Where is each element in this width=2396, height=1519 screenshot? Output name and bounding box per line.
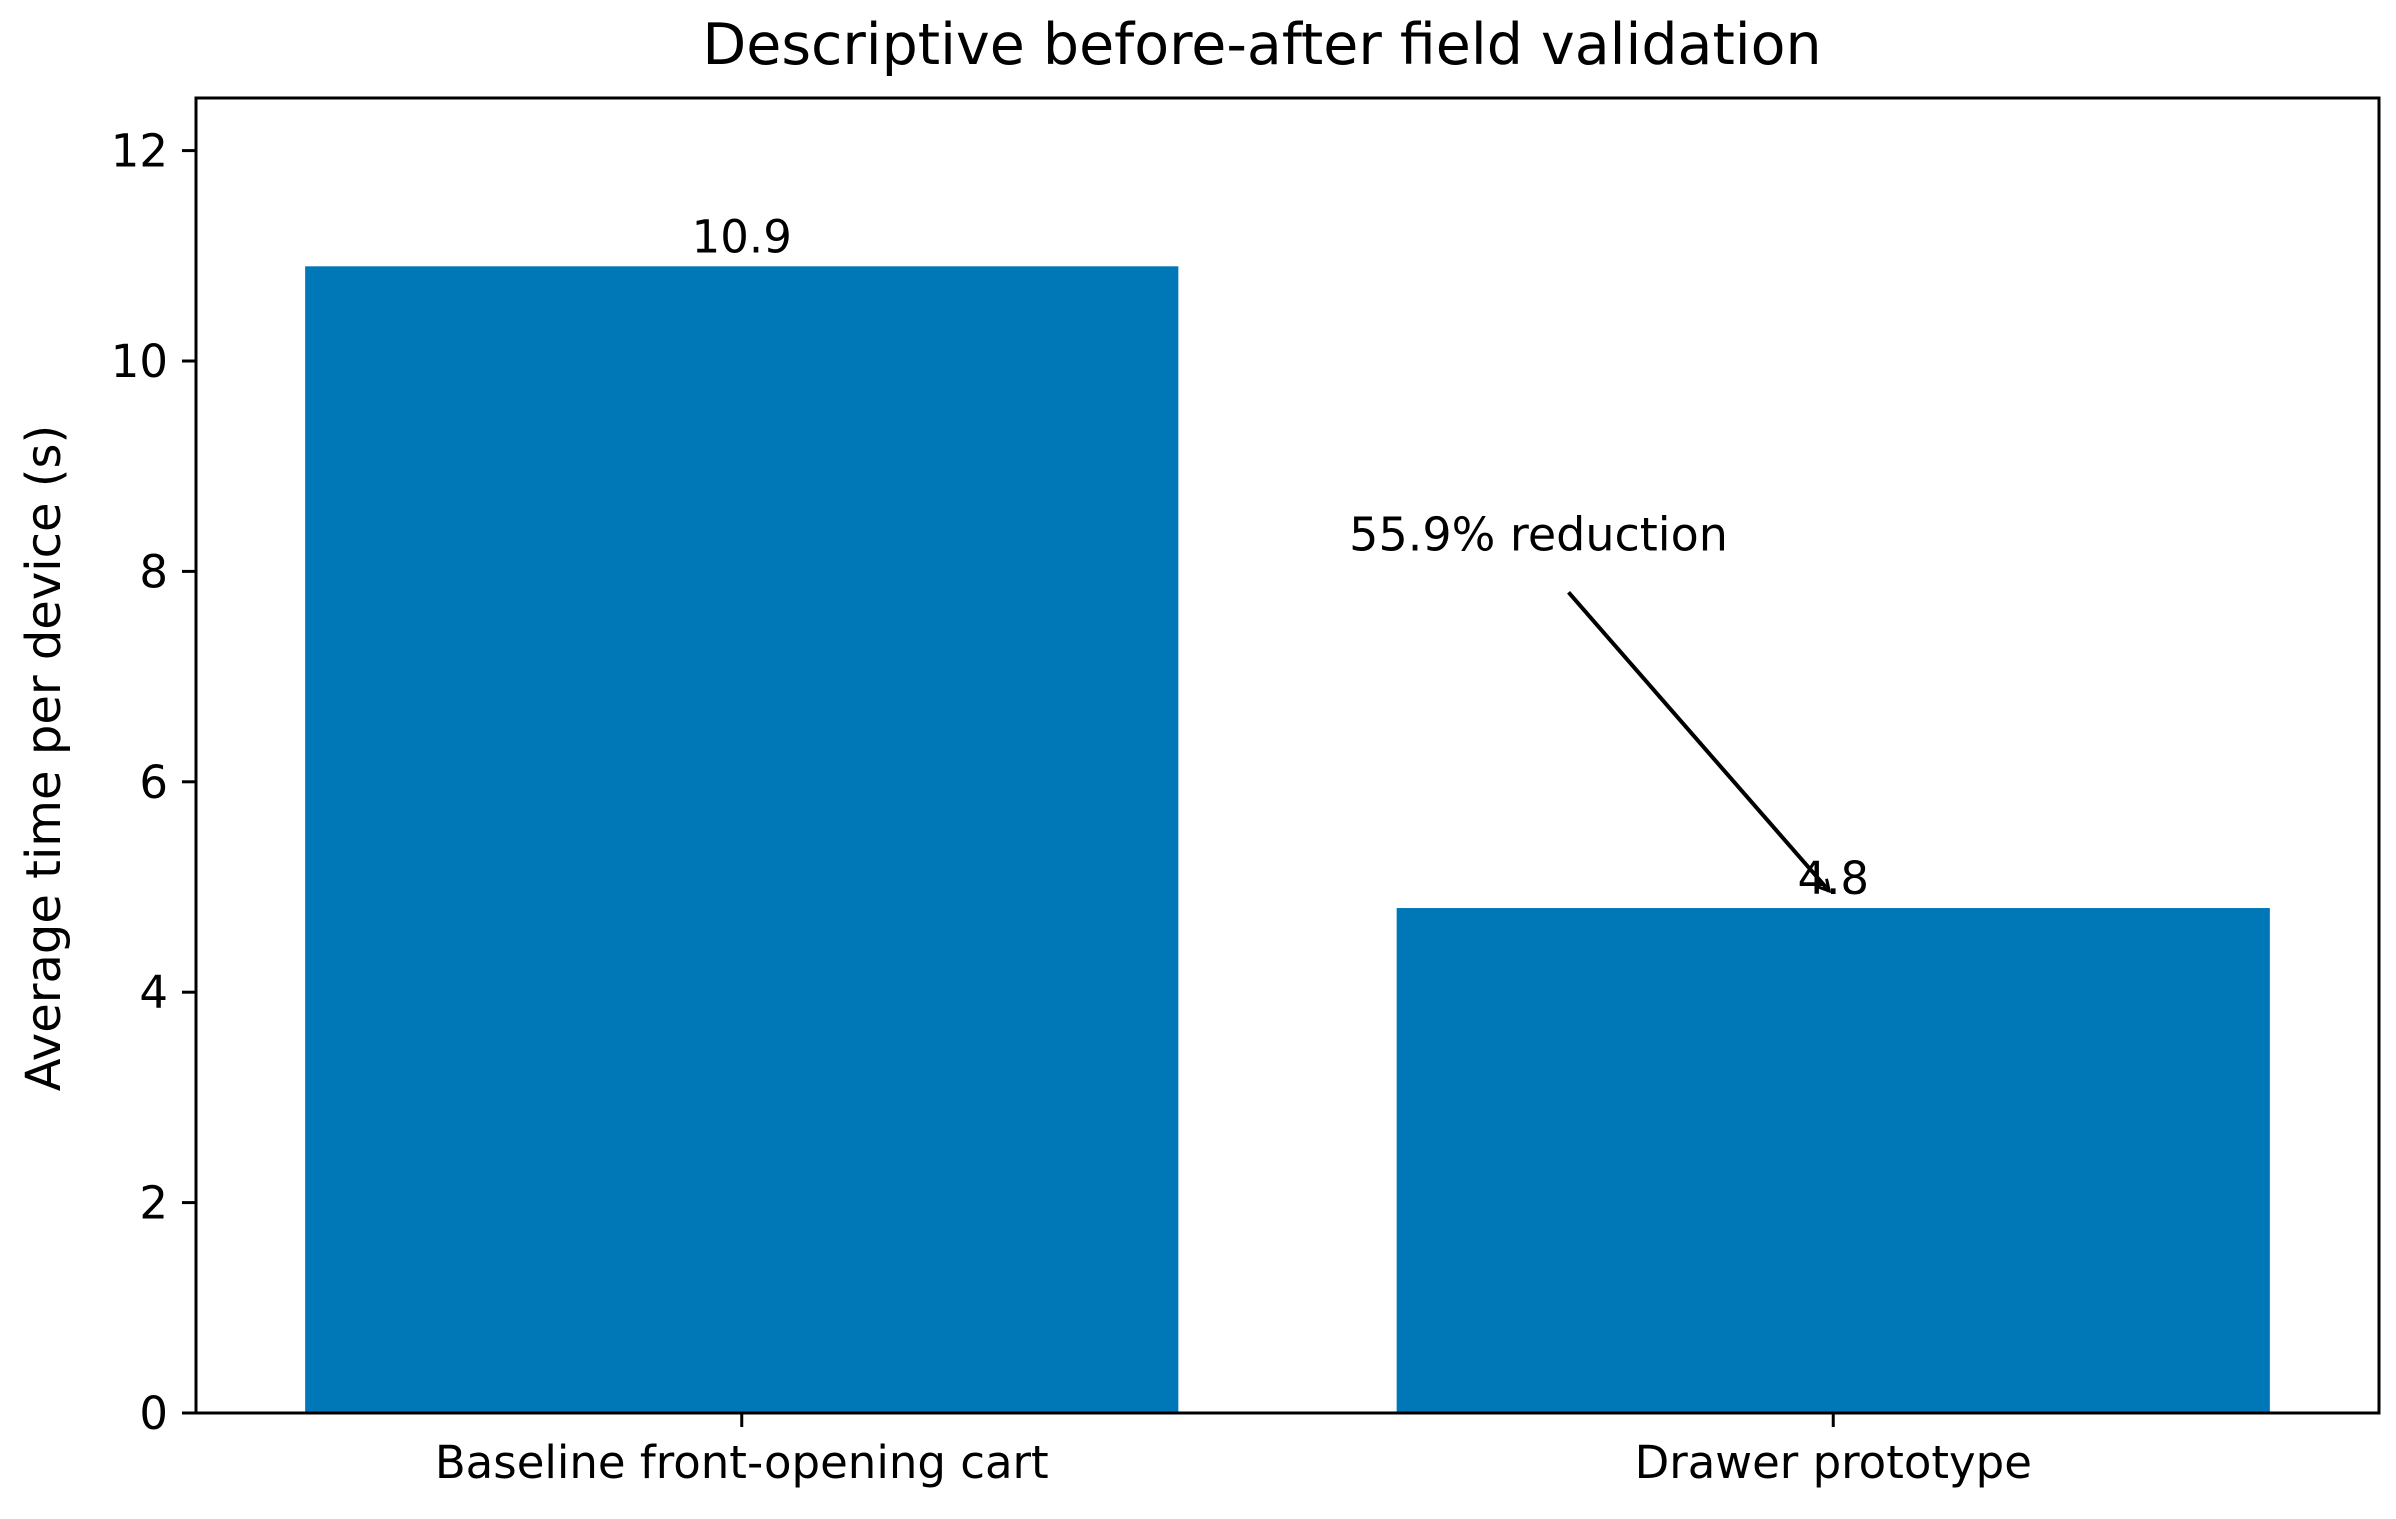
y-tick-label-3: 6 [139,756,168,809]
x-tick-label-1: Drawer prototype [1635,1436,2032,1489]
y-tick-label-2: 4 [139,966,168,1019]
bar-labels-layer: 10.9 4.8 [692,210,1869,905]
bars-layer [305,266,2270,1413]
x-axis: Baseline front-opening cart Drawer protot… [435,1413,2032,1489]
x-tick-label-0: Baseline front-opening cart [435,1436,1049,1489]
y-tick-label-0: 0 [139,1387,168,1440]
bar-value-label-0: 10.9 [692,210,792,263]
bar-value-label-1: 4.8 [1797,852,1869,905]
y-tick-label-6: 12 [111,125,168,178]
annotation: 55.9% reduction [1349,507,1829,891]
y-tick-label-4: 8 [139,545,168,598]
y-axis-label: Average time per device (s) [16,425,72,1091]
plot-frame [194,96,2381,1415]
bar-1 [1396,908,2270,1413]
annotation-text: 55.9% reduction [1349,507,1728,561]
y-tick-label-5: 10 [111,335,168,388]
bar-0 [305,266,1179,1413]
annotation-arrow [1567,591,1830,891]
y-axis: 0 2 4 6 8 10 12 [111,125,196,1440]
y-tick-label-1: 2 [139,1177,168,1230]
chart-title: Descriptive before-after field validatio… [702,12,1821,78]
